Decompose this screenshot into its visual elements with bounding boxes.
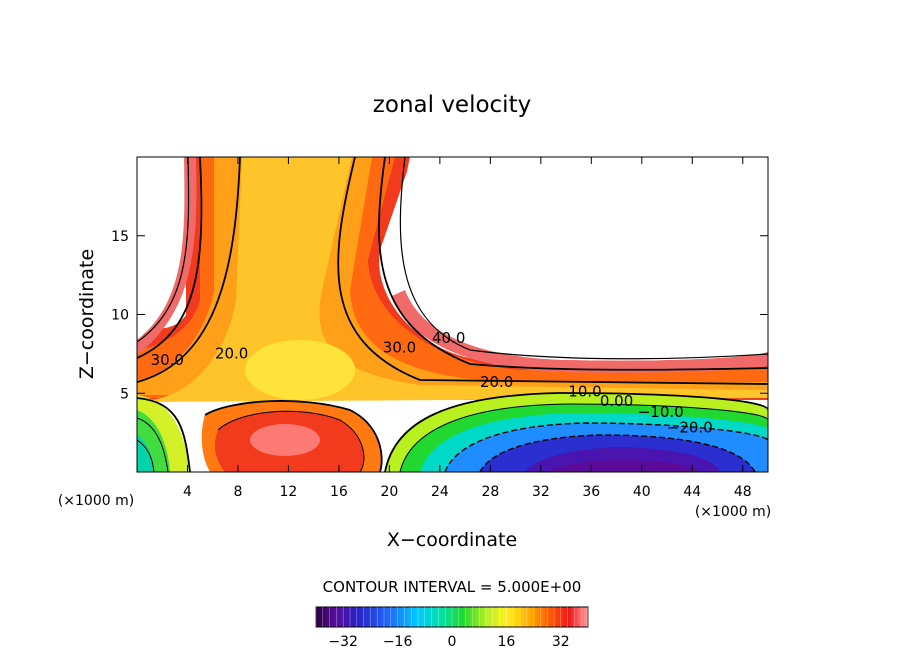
x-tick-label: 40 xyxy=(633,484,651,500)
contour-label: 40.0 xyxy=(432,329,465,347)
contour-label: 20.0 xyxy=(215,345,248,363)
contour-blob xyxy=(204,400,383,472)
contour-label: 0.00 xyxy=(600,392,633,410)
x-tick-label: 16 xyxy=(330,484,348,500)
contour-lower-left-2 xyxy=(137,439,155,472)
x-tick-label: 32 xyxy=(532,484,550,500)
x-tick-label: 20 xyxy=(380,484,398,500)
x-tick-label: 12 xyxy=(280,484,298,500)
field-right-m40 xyxy=(548,460,700,472)
colorbar-tick-label: 32 xyxy=(552,634,570,650)
x-tick-label: 4 xyxy=(183,484,192,500)
contour-m20 xyxy=(479,434,756,472)
contour-label: 10.0 xyxy=(568,382,601,400)
y-tick-label: 10 xyxy=(111,308,129,324)
field-empty-upper-right xyxy=(400,157,768,361)
contour-20-left xyxy=(137,157,241,383)
contour-20 xyxy=(337,157,768,385)
contour-30-left xyxy=(137,157,203,359)
velocity-field xyxy=(137,157,768,472)
contour-label: −10.0 xyxy=(638,403,684,421)
x-tick-label: 36 xyxy=(582,484,600,500)
contour-labels: 30.0 20.0 40.0 30.0 20.0 10.00.00 −10.0−20.0 xyxy=(151,329,713,437)
field-layer-15 xyxy=(245,340,355,400)
contour-40-left xyxy=(137,157,190,343)
contour-label: 20.0 xyxy=(480,373,513,391)
x-tick-label: 28 xyxy=(481,484,499,500)
x-axis-label: X−coordinate xyxy=(387,529,517,551)
contour-label: −20.0 xyxy=(667,419,713,437)
x-unit-left: (×1000 m) xyxy=(58,493,134,509)
field-empty-upper-left xyxy=(137,157,185,340)
contour-0 xyxy=(399,403,768,472)
x-axis-ticks: 4 8 12 16 20 24 28 32 36 40 44 48 xyxy=(183,157,752,500)
x-tick-label: 24 xyxy=(431,484,449,500)
contour-10 xyxy=(137,397,191,472)
x-tick-label: 8 xyxy=(233,484,242,500)
colorbar-tick-label: −32 xyxy=(328,634,358,650)
x-tick-label: 48 xyxy=(734,484,752,500)
y-axis-ticks: 5 10 15 xyxy=(111,229,768,402)
field-lower-left-m5 xyxy=(137,435,154,472)
colorbar-tick-label: 0 xyxy=(448,634,457,650)
y-tick-label: 5 xyxy=(120,386,129,402)
y-tick-label: 15 xyxy=(111,229,129,245)
chart-title: zonal velocity xyxy=(373,92,531,118)
contour-lower-left xyxy=(137,417,169,472)
field-red-blob-peak xyxy=(250,424,320,456)
contour-blob-inner xyxy=(217,410,365,472)
x-unit-right: (×1000 m) xyxy=(695,504,771,520)
colorbar-tick-label: 16 xyxy=(497,634,515,650)
contour-interval-note: CONTOUR INTERVAL = 5.000E+00 xyxy=(323,578,582,596)
contour-m10 xyxy=(444,422,768,472)
contour-label: 30.0 xyxy=(383,338,416,356)
colorbar-ticks: −32 −16 0 16 32 xyxy=(315,607,589,650)
y-axis-label: Z−coordinate xyxy=(76,249,98,379)
contour-10-right xyxy=(384,392,768,472)
contour-label: 30.0 xyxy=(151,351,184,369)
x-tick-label: 44 xyxy=(683,484,701,500)
colorbar-tick-label: −16 xyxy=(383,634,413,650)
contour-lines xyxy=(137,157,768,472)
contour-30 xyxy=(378,157,768,371)
contour-40 xyxy=(399,157,768,360)
